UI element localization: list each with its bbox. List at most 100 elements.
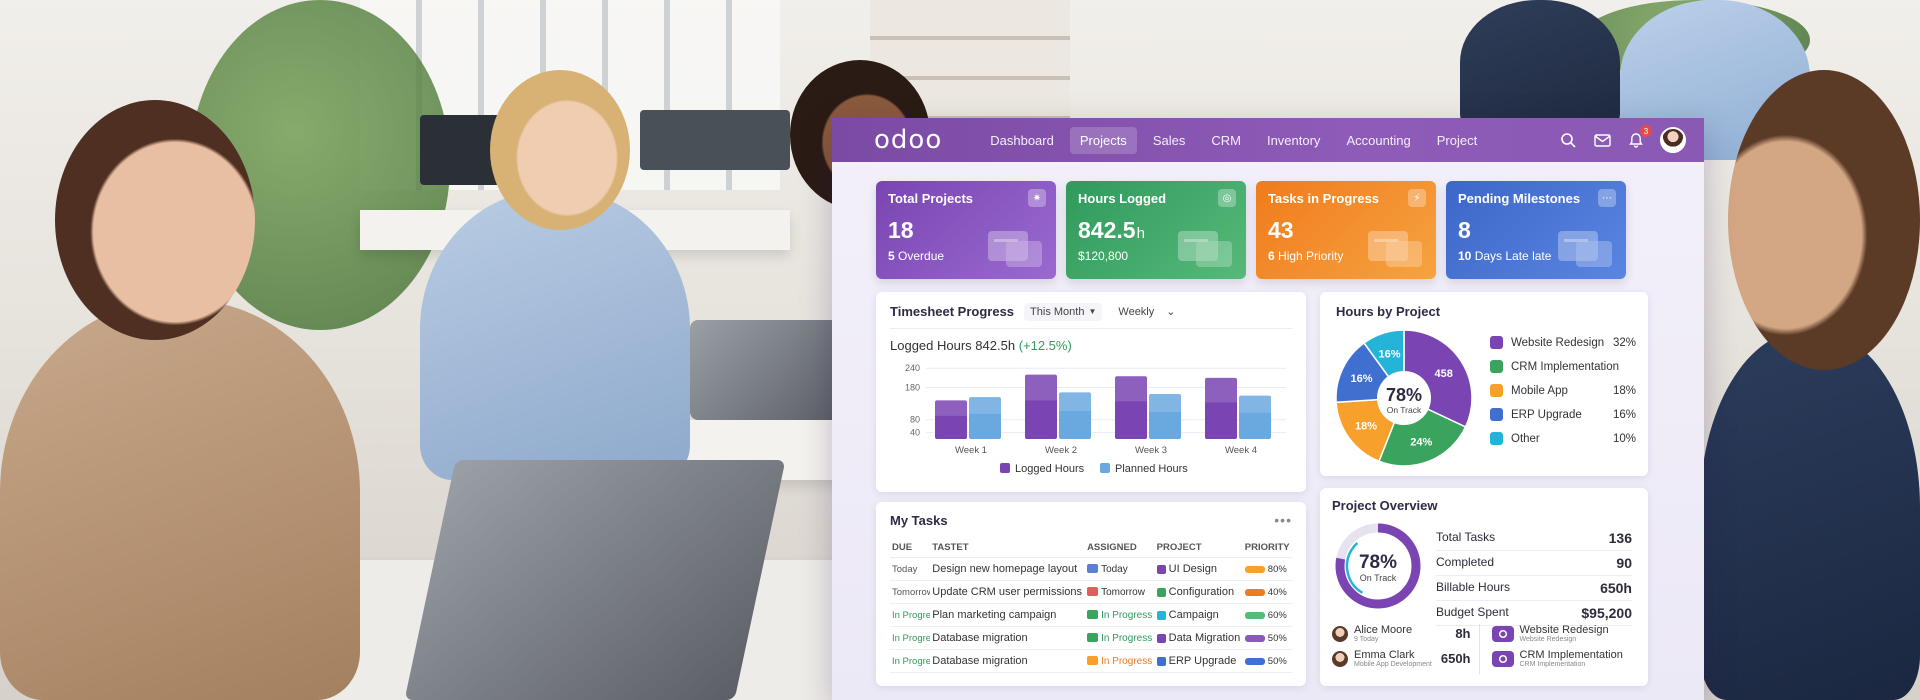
bar-logged-hours[interactable] (1025, 374, 1057, 439)
monitor (640, 110, 790, 170)
kpi-badge-icon: ◎ (1218, 189, 1236, 207)
column-header[interactable]: DUE (890, 538, 931, 558)
pie-legend-item[interactable]: Mobile App 18% (1490, 384, 1636, 397)
bar-planned-hours[interactable] (1239, 395, 1271, 439)
task-priority: 50% (1242, 626, 1292, 650)
kpi-cards: Total Projects ✷ 18 5 Overdue Hours Logged ◎ 8… (876, 181, 1626, 279)
kpi-badge-icon: ⚡ (1408, 189, 1426, 207)
kpi-illustration-icon (1368, 231, 1422, 267)
bar-planned-hours[interactable] (1059, 392, 1091, 439)
project-label: ERP Upgrade (1168, 655, 1237, 667)
timesheet-progress-panel: Timesheet Progress This Month ▼ Weekly ⌄… (876, 292, 1306, 492)
priority-label: 60% (1267, 610, 1287, 621)
man-right-head (1728, 70, 1920, 370)
more-options-icon[interactable]: ••• (1274, 512, 1292, 528)
kpi-sub-label: $120,800 (1078, 249, 1129, 263)
pie-slice-label: 18% (1355, 421, 1377, 433)
pie-legend-item[interactable]: Website Redesign 32% (1490, 336, 1636, 349)
nav-item-dashboard[interactable]: Dashboard (990, 132, 1054, 148)
refresh-icon (1491, 625, 1514, 642)
column-header[interactable]: TASTET (930, 538, 1086, 558)
kpi-subtext: $120,800 (1078, 249, 1234, 263)
grouping-dropdown[interactable]: Weekly ⌄ (1112, 302, 1181, 321)
tasks-table: DUE TASTET ASSIGNED PROJECT PRIORITY Today De… (890, 538, 1292, 673)
kpi-value-number: 842.5 (1078, 217, 1136, 243)
bar-logged-hours[interactable] (1115, 376, 1147, 439)
table-row[interactable]: Today Design new homepage layout Today UI D… (890, 557, 1292, 581)
nav-item-accounting[interactable]: Accounting (1346, 132, 1411, 148)
bar-planned-hours[interactable] (969, 397, 1001, 439)
kpi-sub-label: High Priority (1278, 249, 1344, 263)
kpi-subtext: 6 High Priority (1268, 249, 1424, 263)
task-due: In Progress (890, 649, 931, 673)
odoo-logo[interactable]: odoo (874, 125, 943, 155)
panel-title: Hours by Project (1336, 304, 1441, 319)
bar-logged-hours[interactable] (935, 400, 967, 439)
column-header[interactable]: PROJECT (1154, 538, 1243, 558)
nav-item-sales[interactable]: Sales (1152, 132, 1186, 148)
priority-bar (1244, 588, 1265, 596)
bell-icon[interactable]: 3 (1626, 125, 1652, 150)
bar-planned-hours[interactable] (1149, 393, 1181, 439)
nav-item-projects[interactable]: Projects (1069, 126, 1137, 154)
project-name: Website Redesign (1519, 624, 1609, 636)
assigned-label: In Progress (1101, 655, 1153, 667)
kpi-card[interactable]: Total Projects ✷ 18 5 Overdue (876, 181, 1056, 279)
kpi-card[interactable]: Hours Logged ◎ 842.5h $120,800 (1066, 181, 1246, 279)
overview-stat-row: Total Tasks 136 (1436, 526, 1632, 551)
user-avatar[interactable] (1660, 127, 1686, 153)
person-item[interactable]: Alice Moore 9 Today 8h (1332, 624, 1479, 643)
kpi-title: Pending Milestones (1458, 191, 1581, 206)
pie-legend-item[interactable]: CRM Implementation (1490, 360, 1636, 373)
bar-highlight (1025, 374, 1057, 401)
project-item[interactable]: CRM Implementation CRM Implementation (1491, 649, 1639, 668)
overview-stat-row: Budget Spent $95,200 (1436, 601, 1632, 626)
overview-stat-row: Billable Hours 650h (1436, 576, 1632, 601)
legend-swatch (1490, 408, 1503, 421)
x-tick-label: Week 3 (1135, 445, 1167, 456)
legend-swatch (1490, 432, 1503, 445)
project-color-icon (1156, 564, 1166, 574)
legend-label: Mobile App (1511, 384, 1568, 397)
assigned-label: Today (1101, 563, 1128, 575)
kpi-illustration-icon (1178, 231, 1232, 267)
kpi-card[interactable]: Tasks in Progress ⚡ 43 6 High Priority (1256, 181, 1436, 279)
my-tasks-panel: My Tasks ••• DUE TASTET ASSIGNED PROJECT PRI… (876, 502, 1306, 686)
column-header[interactable]: PRIORITY (1242, 538, 1292, 558)
project-item[interactable]: Website Redesign Website Redesign (1491, 624, 1639, 643)
project-color-icon (1156, 656, 1166, 666)
search-icon[interactable] (1558, 130, 1578, 150)
bar-logged-hours[interactable] (1205, 377, 1237, 439)
woman-center-head (490, 70, 630, 230)
project-name: CRM Implementation (1519, 649, 1623, 662)
legend-swatch (1490, 336, 1503, 349)
period-dropdown[interactable]: This Month ▼ (1024, 302, 1103, 321)
panel-title: My Tasks (890, 512, 948, 528)
person-item[interactable]: Emma Clark Mobile App Development 650h (1332, 649, 1479, 668)
kpi-value: 842.5h (1078, 217, 1234, 244)
tasks-header: My Tasks ••• (890, 512, 1292, 528)
task-due: Tomorrow (890, 580, 931, 604)
kpi-card[interactable]: Pending Milestones ⋯ 8 10 Days Late late (1446, 181, 1626, 279)
woman-left (0, 300, 360, 700)
task-project: Data Migration (1154, 626, 1243, 650)
task-project: Configuration (1154, 580, 1243, 604)
task-assigned: In Progress (1085, 603, 1155, 627)
people-column: Alice Moore 9 Today 8h Emma Clark Mobile App… (1332, 624, 1479, 674)
stat-value: 650h (1600, 580, 1632, 596)
mail-icon[interactable] (1592, 130, 1612, 150)
nav-item-inventory[interactable]: Inventory (1266, 132, 1321, 148)
nav-item-crm[interactable]: CRM (1211, 132, 1241, 148)
pie-legend-item[interactable]: ERP Upgrade 16% (1490, 408, 1636, 421)
legend-label: Other (1511, 432, 1540, 445)
kpi-sub-label: Days Late late (1474, 249, 1552, 263)
pie-legend-item[interactable]: Other 10% (1490, 432, 1636, 445)
task-name: Database migration (930, 649, 1086, 673)
nav-item-project[interactable]: Project (1436, 132, 1478, 148)
kpi-value: 18 (888, 217, 1044, 244)
table-row[interactable]: Tomorrow Update CRM user permissions Tomor… (890, 580, 1292, 604)
column-header[interactable]: ASSIGNED (1085, 538, 1155, 558)
